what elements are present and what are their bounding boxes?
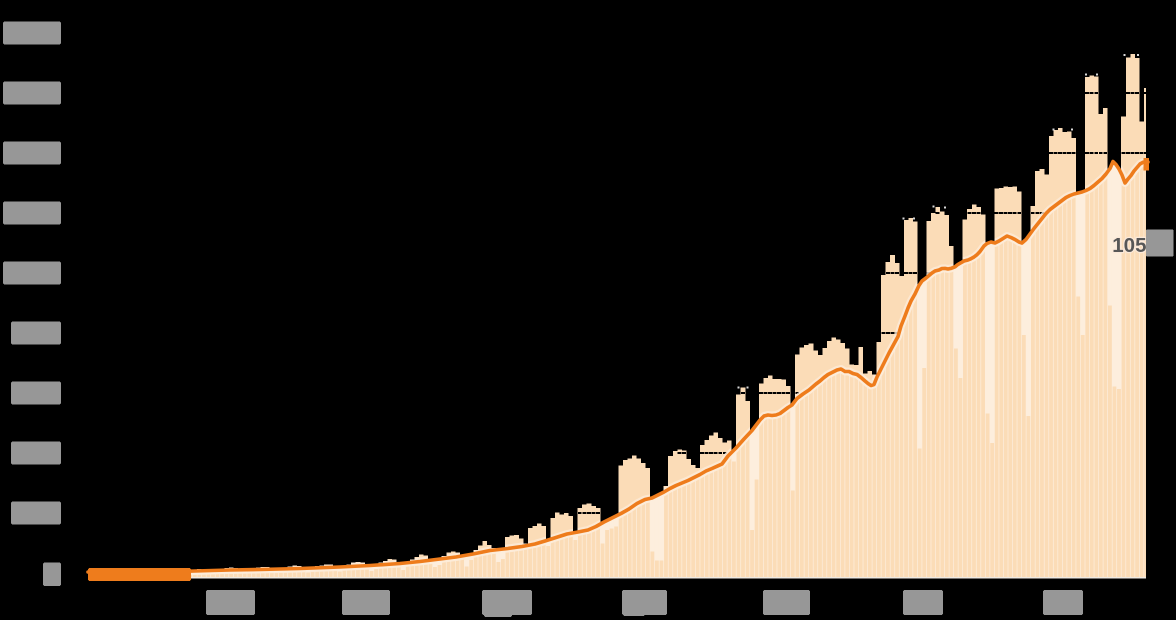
svg-text:105: 105 [1112,234,1146,257]
